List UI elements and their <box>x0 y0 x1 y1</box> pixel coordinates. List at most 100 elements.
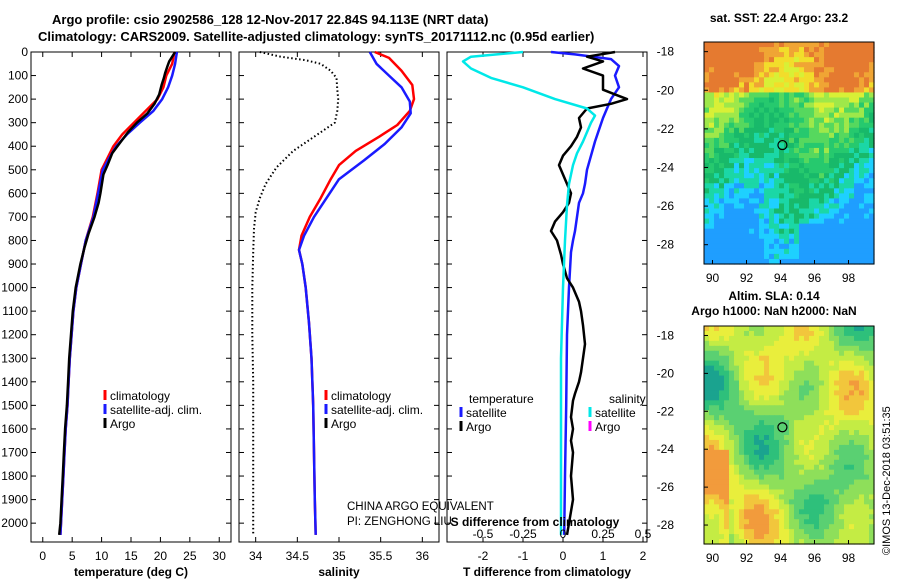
map-cell <box>734 539 740 545</box>
map-cell <box>804 97 810 104</box>
map-cell <box>769 47 775 53</box>
map-cell <box>844 509 850 515</box>
map-cell <box>769 420 775 426</box>
map-cell <box>809 385 815 391</box>
map-cell <box>759 163 765 169</box>
map-cell <box>834 489 840 496</box>
map-cell <box>714 47 720 53</box>
map-cell <box>734 163 740 169</box>
map-cell <box>809 142 815 149</box>
map-cell <box>774 430 780 436</box>
map-cell <box>724 444 730 451</box>
map-cell <box>734 439 740 446</box>
map-cell <box>804 330 810 337</box>
map-cell <box>764 228 770 235</box>
map-cell <box>749 117 755 124</box>
map-cell <box>809 248 815 255</box>
map-cell <box>759 102 765 109</box>
map-cell <box>754 390 760 396</box>
map-cell <box>704 439 710 446</box>
map-cell <box>759 514 765 520</box>
map-cell <box>834 459 840 466</box>
map-cell <box>784 395 790 401</box>
map-cell <box>844 405 850 411</box>
map-cell <box>749 390 755 396</box>
map-cell <box>719 107 725 114</box>
map-cell <box>839 326 845 332</box>
map-cell <box>829 198 835 205</box>
map-cell <box>749 198 755 205</box>
legend-entry: satellite <box>466 406 507 420</box>
map-cell <box>829 420 835 426</box>
map-cell <box>819 459 825 466</box>
map-cell <box>714 238 720 245</box>
map-cell <box>734 77 740 83</box>
map-cell <box>729 519 735 525</box>
map-cell <box>749 153 755 159</box>
map-cell <box>794 168 800 174</box>
depth-tick-label: 700 <box>8 210 28 224</box>
map-cell <box>704 519 710 525</box>
map-cell <box>824 420 830 426</box>
map-cell <box>844 350 850 357</box>
map-cell <box>754 380 760 387</box>
map-cell <box>724 474 730 481</box>
map-cell <box>739 243 745 250</box>
map-cell <box>784 380 790 387</box>
map-cell <box>859 425 865 431</box>
map-cell <box>749 529 755 535</box>
map-cell <box>839 479 845 486</box>
x-tick-label: -2 <box>478 549 489 563</box>
map-cell <box>869 218 875 225</box>
map-cell <box>709 178 715 184</box>
map-cell <box>844 147 850 154</box>
map-cell <box>794 504 800 510</box>
map-cell <box>849 479 855 486</box>
map-cell <box>764 454 770 461</box>
map-cell <box>724 213 730 220</box>
map-cell <box>829 524 835 530</box>
map-cell <box>829 258 835 265</box>
map-cell <box>739 213 745 220</box>
map-cell <box>794 82 800 89</box>
map-cell <box>859 330 865 337</box>
map-cell <box>764 439 770 446</box>
map-cell <box>704 514 710 520</box>
map-cell <box>819 360 825 367</box>
map-cell <box>714 248 720 255</box>
map-cell <box>799 183 805 189</box>
map-cell <box>849 484 855 491</box>
map-cell <box>839 97 845 104</box>
map-cell <box>719 360 725 367</box>
map-cell <box>804 410 810 416</box>
map-cell <box>709 213 715 220</box>
map-cell <box>754 340 760 347</box>
map-cell <box>844 158 850 164</box>
map-cell <box>824 365 830 372</box>
map-cell <box>734 330 740 337</box>
map-cell <box>744 112 750 119</box>
map-cell <box>719 87 725 94</box>
map-cell <box>844 82 850 89</box>
map-cell <box>844 484 850 491</box>
map-cell <box>829 504 835 510</box>
map-cell <box>724 147 730 154</box>
map-cell <box>844 425 850 431</box>
map-cell <box>724 360 730 367</box>
map-cell <box>809 238 815 245</box>
map-cell <box>849 47 855 53</box>
map-cell <box>829 223 835 230</box>
map-cell <box>859 107 865 114</box>
map-cell <box>729 147 735 154</box>
map-cell <box>834 137 840 144</box>
map-cell <box>799 82 805 89</box>
map-cell <box>749 158 755 164</box>
map-cell <box>779 415 785 421</box>
map-cell <box>729 132 735 139</box>
depth-tick-label: 800 <box>8 233 28 247</box>
map-cell <box>744 92 750 99</box>
map-cell <box>729 415 735 421</box>
map-cell <box>779 365 785 372</box>
map-cell <box>844 142 850 149</box>
map-cell <box>704 223 710 230</box>
